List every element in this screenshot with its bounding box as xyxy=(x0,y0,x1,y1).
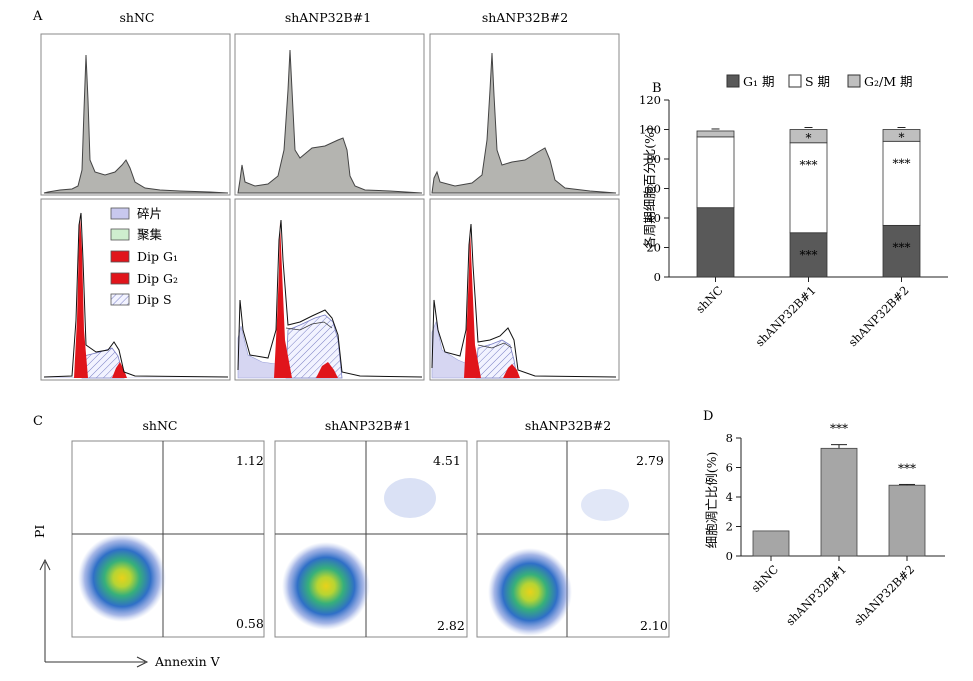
modfit-frame-2 xyxy=(234,198,425,381)
chart-b-y-axis-label: 各周期细胞百分比(%) xyxy=(642,127,657,249)
chart-b-y-tick-label: 120 xyxy=(639,93,661,107)
chart-d-y-axis-label: 细胞凋亡比例(%) xyxy=(704,452,719,549)
chart-b-legend-swatch-2 xyxy=(847,74,861,88)
chart-b-bar-shnc-series-1 xyxy=(696,136,735,209)
chart-b-plot-area: 020406080100120shNC*******shANP32B#1****… xyxy=(639,93,948,349)
legend-swatch-debris xyxy=(110,207,130,220)
chart-b-y-tick-label: 80 xyxy=(646,152,661,166)
panel-c: shNC shANP32B#1 shANP32B#2 1.12 0.58 4.5… xyxy=(32,418,670,669)
chart-b-x-tick-label-shanp32b-1: shANP32B#1 xyxy=(753,283,819,349)
panel-a-group-3-title: shANP32B#2 xyxy=(482,10,568,25)
chart-b-y-tick-label: 0 xyxy=(654,270,661,284)
panel-a-group-1-title: shNC xyxy=(120,10,155,25)
panel-a-group-2-title: shANP32B#1 xyxy=(285,10,371,25)
chart-b-significance-shanp32b-2: *** xyxy=(893,240,911,254)
histogram-frame-3 xyxy=(429,33,620,196)
panel-c-group-3-title: shANP32B#2 xyxy=(525,418,611,433)
flow-plot-shnc: 1.12 0.58 xyxy=(71,440,265,638)
quadrant-lr-shanp32b-2: 2.10 xyxy=(640,618,668,633)
chart-b-significance-shanp32b-1: * xyxy=(806,131,812,145)
quadrant-ur-shnc: 1.12 xyxy=(236,453,264,468)
quadrant-lr-shnc: 0.58 xyxy=(236,616,264,631)
chart-d-bar-shnc xyxy=(752,530,790,557)
histogram-frame-1 xyxy=(40,33,231,196)
quadrant-ur-shanp32b-1: 4.51 xyxy=(433,453,461,468)
quadrant-lr-shanp32b-1: 2.82 xyxy=(437,618,465,633)
chart-d-significance-shanp32b-2: *** xyxy=(898,461,916,475)
histogram-frame-2 xyxy=(234,33,425,196)
chart-d-y-tick-label: 8 xyxy=(726,431,733,445)
modfit-frame-1 xyxy=(40,198,231,381)
panel-c-group-2-title: shANP32B#1 xyxy=(325,418,411,433)
modfit-shanp32b-1 xyxy=(237,219,423,379)
chart-d-plot-area: 0 2 4 6 8 shNC *** shANP32B#1 *** shANP32B#2 xyxy=(726,422,945,628)
chart-d-y-tick-label: 0 xyxy=(726,549,733,563)
chart-d-y-tick-label: 4 xyxy=(726,490,733,504)
histogram-shanp32b-1 xyxy=(237,49,423,194)
legend-label-dip-s: Dip S xyxy=(137,292,172,307)
chart-b-significance-shanp32b-1: *** xyxy=(800,158,818,172)
chart-d-x-tick-label-shnc: shNC xyxy=(748,562,781,595)
chart-b-bar-shanp32b-2-series-1 xyxy=(882,140,921,226)
legend-swatch-aggregates xyxy=(110,228,130,241)
chart-d-y-tick-label: 2 xyxy=(726,520,733,534)
flow-axes: PI Annexin Ⅴ xyxy=(32,525,221,669)
modfit-legend: 碎片 聚集 Dip G₁ Dip G₂ Dip S xyxy=(110,206,178,307)
chart-b-significance-shanp32b-2: *** xyxy=(893,156,911,170)
chart-b-legend-swatch-1 xyxy=(788,74,802,88)
chart-b-bar-shnc-series-0 xyxy=(696,207,735,278)
panel-a: shNC shANP32B#1 shANP32B#2 xyxy=(40,10,620,381)
legend-label-debris: 碎片 xyxy=(137,206,162,221)
chart-b-x-tick-label-shnc: shNC xyxy=(693,283,726,316)
chart-b-y-tick-label: 20 xyxy=(646,241,661,255)
modfit-shnc xyxy=(43,212,229,379)
legend-swatch-dip-g1 xyxy=(110,250,130,263)
chart-d-bar-shanp32b-1 xyxy=(820,447,858,557)
legend-swatch-dip-s xyxy=(110,293,130,306)
panel-letter-a: A xyxy=(32,9,43,24)
chart-b-bar-shanp32b-2-series-2 xyxy=(882,129,921,142)
chart-d-bar-shanp32b-2 xyxy=(888,484,926,557)
chart-b-legend-label-1: S 期 xyxy=(805,74,830,89)
chart-b-y-tick-label: 100 xyxy=(639,123,661,137)
panel-letter-d: D xyxy=(703,409,713,424)
chart-b-legend: G₁ 期 S 期 G₂/M 期 xyxy=(726,74,912,89)
chart-b-legend-label-0: G₁ 期 xyxy=(743,74,774,89)
chart-b-legend-swatch-0 xyxy=(726,74,740,88)
chart-b-y-tick-label: 40 xyxy=(646,211,661,225)
legend-label-dip-g2: Dip G₂ xyxy=(137,271,178,286)
chart-b-x-tick-label-shanp32b-2: shANP32B#2 xyxy=(846,283,912,349)
panel-letter-c: C xyxy=(33,414,43,429)
chart-b: G₁ 期 S 期 G₂/M 期 各周期细胞百分比(%) 0 20 40 60 80 100… xyxy=(639,74,948,349)
histogram-shanp32b-2 xyxy=(431,52,617,194)
panel-c-group-1-title: shNC xyxy=(143,418,178,433)
chart-b-bar-shanp32b-1-series-1 xyxy=(789,142,828,234)
chart-d: 细胞凋亡比例(%) 0 2 4 6 8 shNC *** shANP32B#1 *** shANP… xyxy=(704,422,945,628)
chart-b-bar-shnc-series-2 xyxy=(696,130,735,138)
chart-b-bar-shanp32b-1-series-0 xyxy=(789,232,828,278)
chart-b-legend-label-2: G₂/M 期 xyxy=(864,74,912,89)
legend-swatch-dip-g2 xyxy=(110,272,130,285)
flow-x-axis-label: Annexin Ⅴ xyxy=(154,654,221,669)
legend-label-dip-g1: Dip G₁ xyxy=(137,249,178,264)
legend-label-aggregates: 聚集 xyxy=(137,227,163,242)
quadrant-ur-shanp32b-2: 2.79 xyxy=(636,453,664,468)
chart-b-significance-shanp32b-1: *** xyxy=(800,248,818,262)
chart-d-significance-shanp32b-1: *** xyxy=(830,422,848,436)
chart-d-x-tick-label-shanp32b-1: shANP32B#1 xyxy=(783,562,849,628)
flow-plot-shanp32b-1: 4.51 2.82 xyxy=(274,440,468,638)
chart-b-significance-shanp32b-2: * xyxy=(899,130,905,144)
chart-b-y-tick-label: 60 xyxy=(646,182,661,196)
panel-letter-b: B xyxy=(652,81,662,96)
flow-plot-shanp32b-2: 2.79 2.10 xyxy=(476,440,670,638)
chart-d-x-tick-label-shanp32b-2: shANP32B#2 xyxy=(851,562,917,628)
flow-y-axis-label: PI xyxy=(32,525,47,538)
modfit-shanp32b-2 xyxy=(431,223,617,379)
chart-d-y-tick-label: 6 xyxy=(726,461,733,475)
histogram-shnc xyxy=(43,54,229,194)
modfit-frame-3 xyxy=(429,198,620,381)
chart-b-bar-shanp32b-1-series-2 xyxy=(789,129,828,144)
